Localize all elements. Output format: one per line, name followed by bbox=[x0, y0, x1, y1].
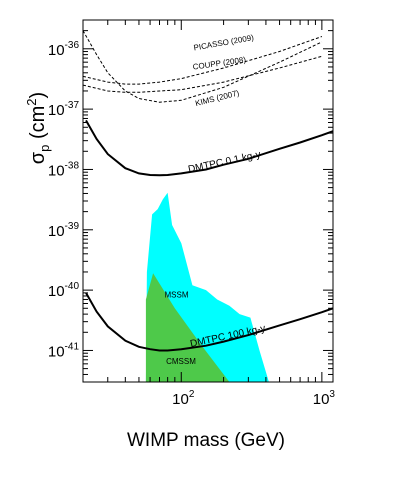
shaded-regions bbox=[145, 192, 269, 382]
y-axis-label-unit-exponent: 2 bbox=[24, 98, 39, 105]
annotation-coupp-2008: COUPP (2008) bbox=[192, 55, 247, 71]
y-tick-label: 10-38 bbox=[48, 160, 80, 179]
x-axis-label: WIMP mass (GeV) bbox=[127, 430, 285, 451]
y-axis-label-unit: (cm bbox=[27, 106, 49, 145]
y-axis-label-unit-close: ) bbox=[27, 92, 49, 99]
annotation-dmtpc-0-1-kg-y: DMTPC 0.1 kg-y bbox=[187, 149, 262, 175]
y-tick-label: 10-41 bbox=[48, 341, 80, 360]
annotation-cmssm: CMSSM bbox=[166, 357, 196, 366]
y-tick-label: 10-39 bbox=[48, 221, 80, 240]
annotation-mssm: MSSM bbox=[165, 291, 189, 300]
y-axis-label: σp (cm2) bbox=[24, 92, 52, 164]
x-tick-label: 103 bbox=[313, 389, 336, 408]
annotation-kims-2007: KIMS (2007) bbox=[194, 88, 240, 108]
series-lines bbox=[83, 30, 333, 352]
series-line-coupp-2008 bbox=[83, 36, 323, 85]
y-axis-label-subscript: p bbox=[37, 145, 52, 152]
annotation-picasso-2009: PICASSO (2009) bbox=[193, 33, 255, 52]
y-tick-label: 10-36 bbox=[48, 40, 80, 59]
series-line-kims-2007 bbox=[83, 55, 323, 93]
series-line-dmtpc-100-kg-y bbox=[85, 292, 333, 352]
tick-labels: 10-36 10-37 10-38 10-39 10-40 10-41 102 103 bbox=[48, 40, 336, 408]
x-tick-label: 102 bbox=[172, 389, 195, 408]
axis-ticks bbox=[82, 19, 333, 383]
series-line-dmtpc-0-1-kg-y bbox=[85, 119, 333, 177]
y-axis-label-symbol: σ bbox=[27, 151, 49, 164]
y-tick-label: 10-37 bbox=[48, 100, 80, 119]
region-cmssm bbox=[145, 273, 230, 382]
y-tick-label: 10-40 bbox=[48, 281, 80, 300]
